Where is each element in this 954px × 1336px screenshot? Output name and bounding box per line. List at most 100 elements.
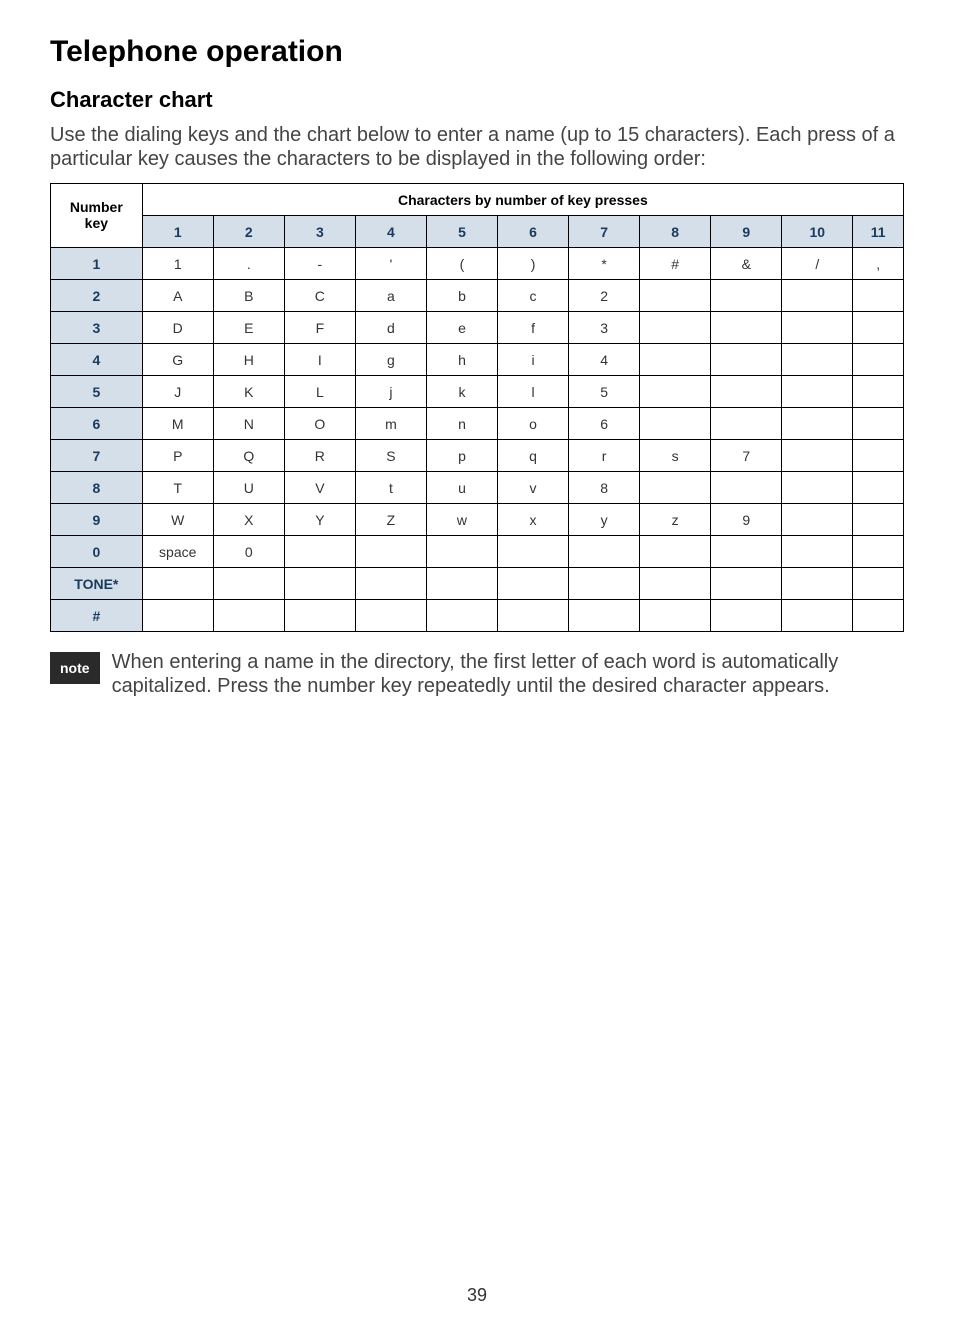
characters-header: Characters by number of key presses: [142, 184, 903, 216]
col-header-1: 1: [142, 216, 213, 248]
cell-11-7: [640, 600, 711, 632]
cell-9-10: [853, 536, 904, 568]
row-key-6: 7: [51, 440, 143, 472]
cell-3-6: 4: [569, 344, 640, 376]
cell-11-1: [213, 600, 284, 632]
cell-5-8: [711, 408, 782, 440]
row-key-3: 4: [51, 344, 143, 376]
table-row: 9WXYZwxyz9: [51, 504, 904, 536]
cell-2-10: [853, 312, 904, 344]
table-row: 6MNOmno6: [51, 408, 904, 440]
cell-4-2: L: [284, 376, 355, 408]
cell-6-6: r: [569, 440, 640, 472]
cell-10-4: [426, 568, 497, 600]
page-number: 39: [0, 1285, 954, 1306]
col-header-10: 10: [782, 216, 853, 248]
cell-8-6: y: [569, 504, 640, 536]
cell-6-0: P: [142, 440, 213, 472]
row-key-10: TONE*: [51, 568, 143, 600]
number-key-header: Number key: [51, 184, 143, 248]
row-key-5: 6: [51, 408, 143, 440]
cell-6-8: 7: [711, 440, 782, 472]
cell-7-5: v: [498, 472, 569, 504]
cell-5-7: [640, 408, 711, 440]
cell-7-10: [853, 472, 904, 504]
row-key-8: 9: [51, 504, 143, 536]
cell-1-1: B: [213, 280, 284, 312]
cell-1-6: 2: [569, 280, 640, 312]
col-header-4: 4: [355, 216, 426, 248]
cell-5-3: m: [355, 408, 426, 440]
cell-4-9: [782, 376, 853, 408]
cell-7-9: [782, 472, 853, 504]
cell-11-5: [498, 600, 569, 632]
section-title: Character chart: [50, 87, 904, 113]
cell-2-3: d: [355, 312, 426, 344]
cell-5-1: N: [213, 408, 284, 440]
cell-9-0: space: [142, 536, 213, 568]
cell-3-8: [711, 344, 782, 376]
intro-text: Use the dialing keys and the chart below…: [50, 123, 904, 171]
cell-3-9: [782, 344, 853, 376]
cell-1-2: C: [284, 280, 355, 312]
cell-9-9: [782, 536, 853, 568]
cell-1-5: c: [498, 280, 569, 312]
row-key-2: 3: [51, 312, 143, 344]
cell-3-7: [640, 344, 711, 376]
table-row: 3DEFdef3: [51, 312, 904, 344]
cell-6-1: Q: [213, 440, 284, 472]
cell-0-8: &: [711, 248, 782, 280]
cell-2-9: [782, 312, 853, 344]
cell-3-1: H: [213, 344, 284, 376]
cell-10-6: [569, 568, 640, 600]
cell-11-3: [355, 600, 426, 632]
table-row: 7PQRSpqrs7: [51, 440, 904, 472]
cell-7-4: u: [426, 472, 497, 504]
table-row: 2ABCabc2: [51, 280, 904, 312]
cell-4-7: [640, 376, 711, 408]
cell-11-8: [711, 600, 782, 632]
cell-9-4: [426, 536, 497, 568]
cell-1-0: A: [142, 280, 213, 312]
cell-10-5: [498, 568, 569, 600]
note-badge: note: [50, 652, 100, 684]
cell-0-1: .: [213, 248, 284, 280]
cell-8-1: X: [213, 504, 284, 536]
cell-3-2: I: [284, 344, 355, 376]
cell-10-0: [142, 568, 213, 600]
cell-1-3: a: [355, 280, 426, 312]
cell-7-8: [711, 472, 782, 504]
cell-7-2: V: [284, 472, 355, 504]
cell-5-6: 6: [569, 408, 640, 440]
cell-2-2: F: [284, 312, 355, 344]
col-header-9: 9: [711, 216, 782, 248]
cell-0-6: *: [569, 248, 640, 280]
cell-2-5: f: [498, 312, 569, 344]
cell-8-5: x: [498, 504, 569, 536]
cell-6-9: [782, 440, 853, 472]
cell-10-1: [213, 568, 284, 600]
cell-10-10: [853, 568, 904, 600]
col-header-2: 2: [213, 216, 284, 248]
cell-3-5: i: [498, 344, 569, 376]
col-header-6: 6: [498, 216, 569, 248]
cell-2-7: [640, 312, 711, 344]
cell-0-4: (: [426, 248, 497, 280]
cell-4-8: [711, 376, 782, 408]
cell-6-10: [853, 440, 904, 472]
cell-2-6: 3: [569, 312, 640, 344]
cell-9-2: [284, 536, 355, 568]
cell-10-2: [284, 568, 355, 600]
cell-4-10: [853, 376, 904, 408]
cell-6-2: R: [284, 440, 355, 472]
cell-10-9: [782, 568, 853, 600]
number-key-label-2: key: [85, 215, 108, 231]
cell-7-7: [640, 472, 711, 504]
cell-10-7: [640, 568, 711, 600]
cell-4-5: l: [498, 376, 569, 408]
cell-3-3: g: [355, 344, 426, 376]
cell-9-7: [640, 536, 711, 568]
cell-5-9: [782, 408, 853, 440]
cell-2-1: E: [213, 312, 284, 344]
col-header-7: 7: [569, 216, 640, 248]
